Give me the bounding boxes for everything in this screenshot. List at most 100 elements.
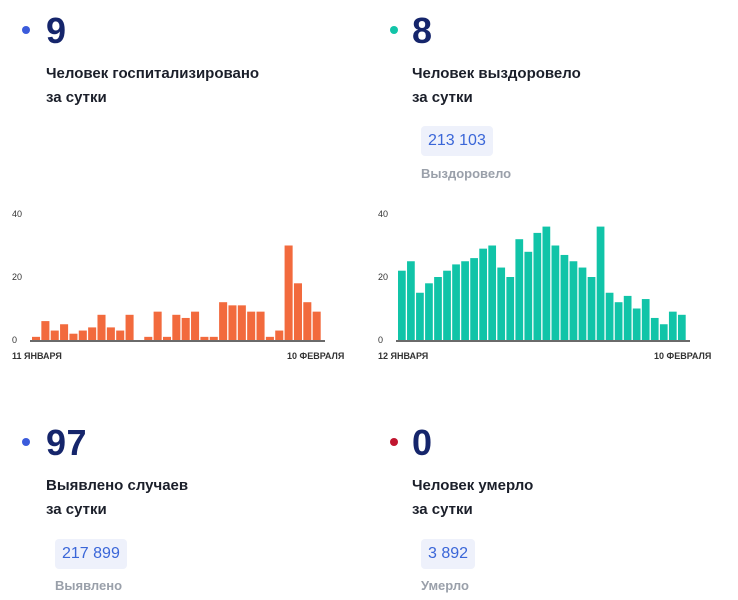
hospitalized-chart-bar bbox=[69, 333, 78, 340]
hospitalized-chart-bar bbox=[209, 336, 218, 340]
hospitalized-chart-bar bbox=[162, 336, 172, 340]
recovered-chart-bar bbox=[416, 292, 424, 340]
recovered-value: 8 bbox=[412, 10, 433, 51]
recovered-chart: 0 20 40 12 ЯНВАРЯ 10 ФЕВРАЛЯ bbox=[378, 209, 711, 361]
recovered-chart-bar bbox=[434, 277, 442, 340]
recovered-label-line2: за сутки bbox=[412, 89, 473, 106]
recovered-chart-bar bbox=[569, 261, 578, 340]
recovered-chart-bar bbox=[443, 270, 451, 340]
hospitalized-chart-bar bbox=[191, 311, 200, 340]
detected-total-badge: 217 899 bbox=[55, 539, 127, 569]
recovered-chart-ytick-label: 20 bbox=[378, 272, 388, 282]
recovered-chart-bar bbox=[479, 248, 488, 340]
recovered-card: 8 Человек выздоровело за сутки 213 103 В… bbox=[370, 0, 738, 200]
died-label-line1: Человек умерло bbox=[412, 477, 534, 494]
hospitalized-chart-bar bbox=[60, 324, 69, 340]
hospitalized-chart-ytick-label: 0 bbox=[12, 335, 17, 345]
recovered-chart-bar bbox=[623, 295, 632, 340]
died-value: 0 bbox=[412, 422, 433, 463]
hospitalized-chart-bar bbox=[265, 336, 274, 340]
hospitalized-chart-bar bbox=[237, 305, 246, 340]
hospitalized-chart-bar bbox=[153, 311, 162, 340]
recovered-chart-bar bbox=[605, 292, 614, 340]
recovered-chart-bar bbox=[641, 299, 650, 340]
hospitalized-chart-ytick-label: 40 bbox=[12, 209, 22, 219]
hospitalized-chart-bar bbox=[247, 311, 256, 340]
hospitalized-chart-bar bbox=[116, 330, 125, 340]
hospitalized-chart-bar bbox=[303, 302, 312, 340]
recovered-chart-bar bbox=[461, 261, 469, 340]
recovered-total-badge: 213 103 bbox=[421, 126, 493, 156]
recovered-chart-bar bbox=[614, 302, 623, 340]
hospitalized-chart-bar bbox=[106, 327, 115, 340]
hospitalized-chart-bar bbox=[172, 314, 181, 340]
hospitalized-chart-bar bbox=[181, 317, 190, 340]
detected-value: 97 bbox=[46, 422, 88, 463]
recovered-label-line1: Человек выздоровело bbox=[412, 65, 581, 82]
recovered-chart-bar bbox=[506, 277, 515, 340]
recovered-chart-bar bbox=[650, 317, 659, 340]
recovered-chart-bar bbox=[497, 267, 506, 340]
recovered-dot bbox=[390, 26, 398, 34]
detected-label-line2: за сутки bbox=[46, 501, 107, 518]
hospitalized-chart-bar bbox=[41, 321, 50, 340]
recovered-chart-bar bbox=[560, 254, 569, 340]
hospitalized-chart-bar bbox=[144, 336, 153, 340]
hospitalized-chart-bar bbox=[284, 245, 293, 340]
hospitalized-label-line2: за сутки bbox=[46, 89, 107, 106]
recovered-chart-bar bbox=[425, 283, 433, 340]
recovered-chart-bar bbox=[677, 314, 686, 340]
detected-dot bbox=[22, 438, 30, 446]
hospitalized-dot bbox=[22, 26, 30, 34]
recovered-chart-bar bbox=[407, 261, 415, 340]
hospitalized-chart-bar bbox=[97, 314, 106, 340]
recovered-chart-ytick-label: 0 bbox=[378, 335, 383, 345]
recovered-chart-bar bbox=[515, 239, 524, 340]
recovered-chart-ytick-label: 40 bbox=[378, 209, 388, 219]
detected-card: 97 Выявлено случаев за сутки 217 899 Выя… bbox=[0, 400, 360, 600]
died-label-line2: за сутки bbox=[412, 501, 473, 518]
hospitalized-chart-bar bbox=[312, 311, 321, 340]
hospitalized-chart-bar bbox=[125, 314, 134, 340]
hospitalized-label-line1: Человек госпитализировано bbox=[46, 65, 260, 82]
died-total-badge: 3 892 bbox=[421, 539, 476, 569]
hospitalized-chart-bar bbox=[88, 327, 97, 340]
recovered-total-label: Выздоровело bbox=[421, 166, 512, 181]
hospitalized-chart-bar bbox=[275, 330, 284, 340]
hospitalized-chart-bar bbox=[228, 305, 237, 340]
recovered-chart-bar bbox=[488, 245, 497, 340]
died-total-label: Умерло bbox=[421, 578, 469, 593]
recovered-chart-end-label: 10 ФЕВРАЛЯ bbox=[654, 351, 711, 361]
hospitalized-chart-bar bbox=[293, 283, 302, 340]
hospitalized-chart-bar bbox=[219, 302, 228, 340]
recovered-chart-bar bbox=[533, 232, 542, 340]
hospitalized-chart-bar bbox=[78, 330, 87, 340]
recovered-chart-bar bbox=[398, 270, 406, 340]
recovered-chart-bar bbox=[542, 226, 551, 340]
hospitalized-card: 9 Человек госпитализировано за сутки bbox=[0, 0, 360, 200]
hospitalized-chart-bar bbox=[200, 336, 209, 340]
hospitalized-chart-end-label: 10 ФЕВРАЛЯ bbox=[287, 351, 344, 361]
hospitalized-chart-bar bbox=[32, 336, 41, 340]
hospitalized-value: 9 bbox=[46, 10, 67, 51]
recovered-chart-bar bbox=[578, 267, 587, 340]
recovered-chart-bar bbox=[470, 258, 478, 340]
recovered-chart-bar bbox=[524, 251, 533, 340]
hospitalized-chart: 0 20 40 11 ЯНВАРЯ 10 ФЕВРАЛЯ bbox=[12, 209, 344, 361]
detected-total-label: Выявлено bbox=[55, 578, 123, 593]
hospitalized-chart-bar bbox=[50, 330, 59, 340]
died-card: 0 Человек умерло за сутки 3 892 Умерло bbox=[370, 400, 738, 600]
recovered-chart-bar bbox=[551, 245, 560, 340]
recovered-chart-bar bbox=[596, 226, 605, 340]
recovered-chart-bar bbox=[668, 311, 677, 340]
hospitalized-chart-start-label: 11 ЯНВАРЯ bbox=[12, 351, 62, 361]
recovered-chart-bar bbox=[632, 308, 641, 340]
recovered-chart-start-label: 12 ЯНВАРЯ bbox=[378, 351, 428, 361]
hospitalized-chart-ytick-label: 20 bbox=[12, 272, 22, 282]
detected-label-line1: Выявлено случаев bbox=[46, 477, 189, 494]
recovered-chart-bar bbox=[587, 277, 596, 340]
died-dot bbox=[390, 438, 398, 446]
hospitalized-chart-bar bbox=[256, 311, 265, 340]
recovered-chart-bar bbox=[452, 264, 460, 340]
recovered-chart-bar bbox=[659, 324, 668, 340]
